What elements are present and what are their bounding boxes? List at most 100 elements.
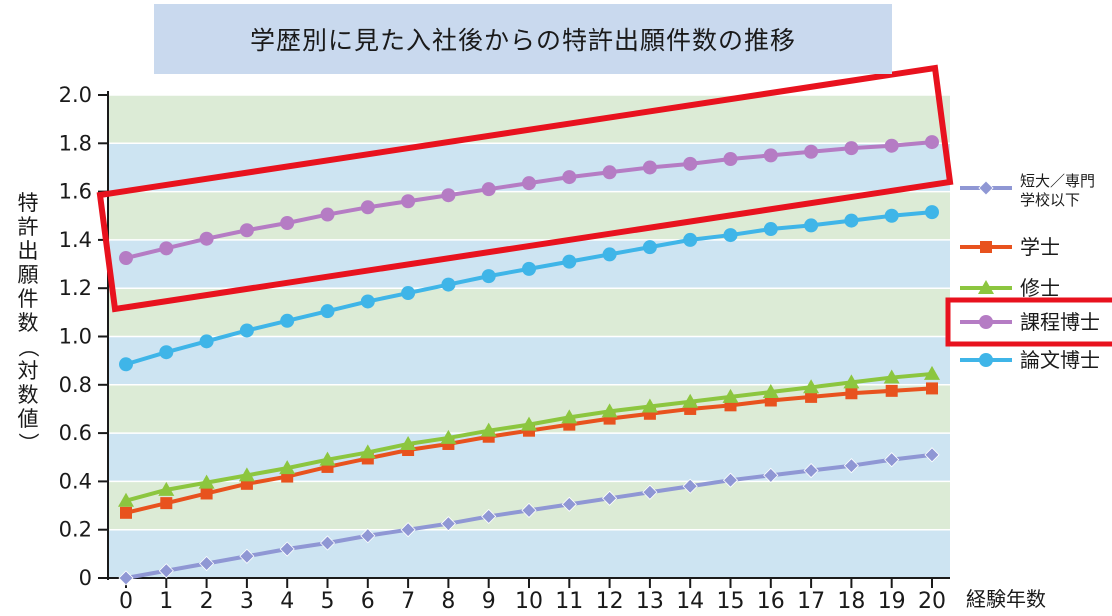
x-tick-label: 13: [636, 589, 664, 614]
data-point: [763, 467, 779, 483]
y-tick-label: 0: [79, 566, 92, 590]
data-point: [280, 313, 295, 328]
data-point: [481, 269, 496, 284]
data-point: [845, 387, 858, 400]
x-tick-label: 11: [555, 589, 583, 614]
y-tick-label: 0.8: [59, 373, 92, 397]
data-point: [642, 484, 658, 500]
y-axis-label-char: 数: [18, 311, 39, 335]
data-point: [118, 492, 134, 507]
y-tick-label: 1.0: [59, 325, 92, 349]
data-point: [440, 429, 457, 444]
y-tick-label: 1.8: [59, 131, 92, 155]
data-point: [360, 200, 375, 215]
data-point: [441, 277, 456, 292]
data-point: [924, 365, 940, 380]
y-axis-label-char: 対: [18, 359, 39, 383]
data-point: [683, 232, 698, 247]
data-point: [884, 138, 899, 153]
data-point: [722, 472, 739, 488]
x-tick-label: 8: [441, 589, 455, 614]
y-axis-label-char: 許: [18, 215, 39, 239]
legend-swatch-marker: [980, 241, 992, 253]
data-point: [159, 345, 174, 360]
x-tick-label: 12: [596, 589, 624, 614]
data-point: [521, 502, 537, 518]
data-point: [199, 555, 215, 572]
data-point: [925, 205, 939, 220]
x-tick-label: 19: [878, 589, 906, 614]
data-point: [682, 478, 698, 494]
highlight-box-legend: [945, 297, 1112, 347]
data-point: [198, 474, 215, 489]
legend-item: 課程博士: [960, 310, 1100, 334]
data-point: [925, 135, 939, 150]
series-layer: [118, 135, 940, 586]
data-point: [199, 334, 214, 349]
data-point: [602, 490, 618, 506]
x-tick-label: 3: [240, 589, 254, 614]
data-point: [522, 261, 536, 276]
x-tick-label: 17: [797, 589, 825, 614]
data-point: [400, 435, 417, 450]
data-point: [360, 528, 376, 544]
x-axis-ticks: 0 1 2 3 4 5 6 7 8 9 10 11 12 13 14 15 16 17 18 19 20: [119, 578, 946, 614]
x-tick-label: 14: [676, 589, 704, 614]
data-point: [804, 218, 819, 233]
data-point: [723, 151, 738, 166]
data-point: [279, 460, 296, 475]
data-point: [602, 247, 617, 262]
data-point: [803, 462, 819, 479]
data-point: [480, 422, 497, 437]
x-tick-label: 5: [321, 589, 335, 614]
data-point: [844, 213, 859, 228]
data-point: [843, 374, 860, 389]
data-point: [118, 570, 134, 586]
legend-label: 学士: [1020, 235, 1060, 259]
data-point: [883, 369, 900, 384]
plot-band: [108, 95, 950, 144]
x-tick-label: 4: [280, 589, 294, 614]
data-point: [239, 548, 255, 564]
data-point: [238, 467, 255, 482]
y-axis-ticks: 0 0.2 0.4 0.6 0.8 1.0 1.2 1.4 1.6 1.8 2.0: [59, 83, 108, 590]
data-point: [441, 188, 456, 203]
data-point: [805, 390, 818, 403]
y-axis-label-char: （: [16, 337, 40, 358]
data-point: [803, 379, 820, 394]
y-tick-label: 1.6: [59, 180, 92, 204]
y-tick-label: 0.4: [59, 469, 92, 493]
data-point: [239, 323, 254, 338]
data-point: [884, 452, 900, 468]
data-point: [885, 384, 898, 397]
data-point: [642, 160, 657, 175]
data-point: [522, 176, 536, 191]
data-point: [924, 447, 940, 463]
data-point: [723, 228, 738, 243]
data-point: [360, 294, 375, 309]
highlight-box-series: [96, 64, 954, 313]
series-group: [118, 447, 940, 586]
data-point: [159, 241, 174, 256]
y-tick-label: 1.2: [59, 276, 92, 300]
data-point: [319, 535, 336, 551]
y-axis-label-char: ）: [16, 433, 40, 454]
data-point: [763, 148, 778, 163]
data-point: [804, 144, 819, 159]
data-point: [199, 231, 214, 246]
data-point: [561, 496, 577, 512]
legend-label: 論文博士: [1020, 348, 1100, 372]
x-tick-label: 7: [401, 589, 415, 614]
y-axis-label-char: 願: [18, 263, 39, 287]
data-point: [843, 458, 859, 474]
data-point: [601, 403, 618, 418]
data-point: [320, 207, 335, 222]
data-point: [602, 165, 617, 180]
data-point: [762, 384, 779, 399]
y-axis-label-char: 件: [18, 287, 39, 311]
data-point: [400, 522, 416, 538]
data-point: [319, 451, 336, 466]
